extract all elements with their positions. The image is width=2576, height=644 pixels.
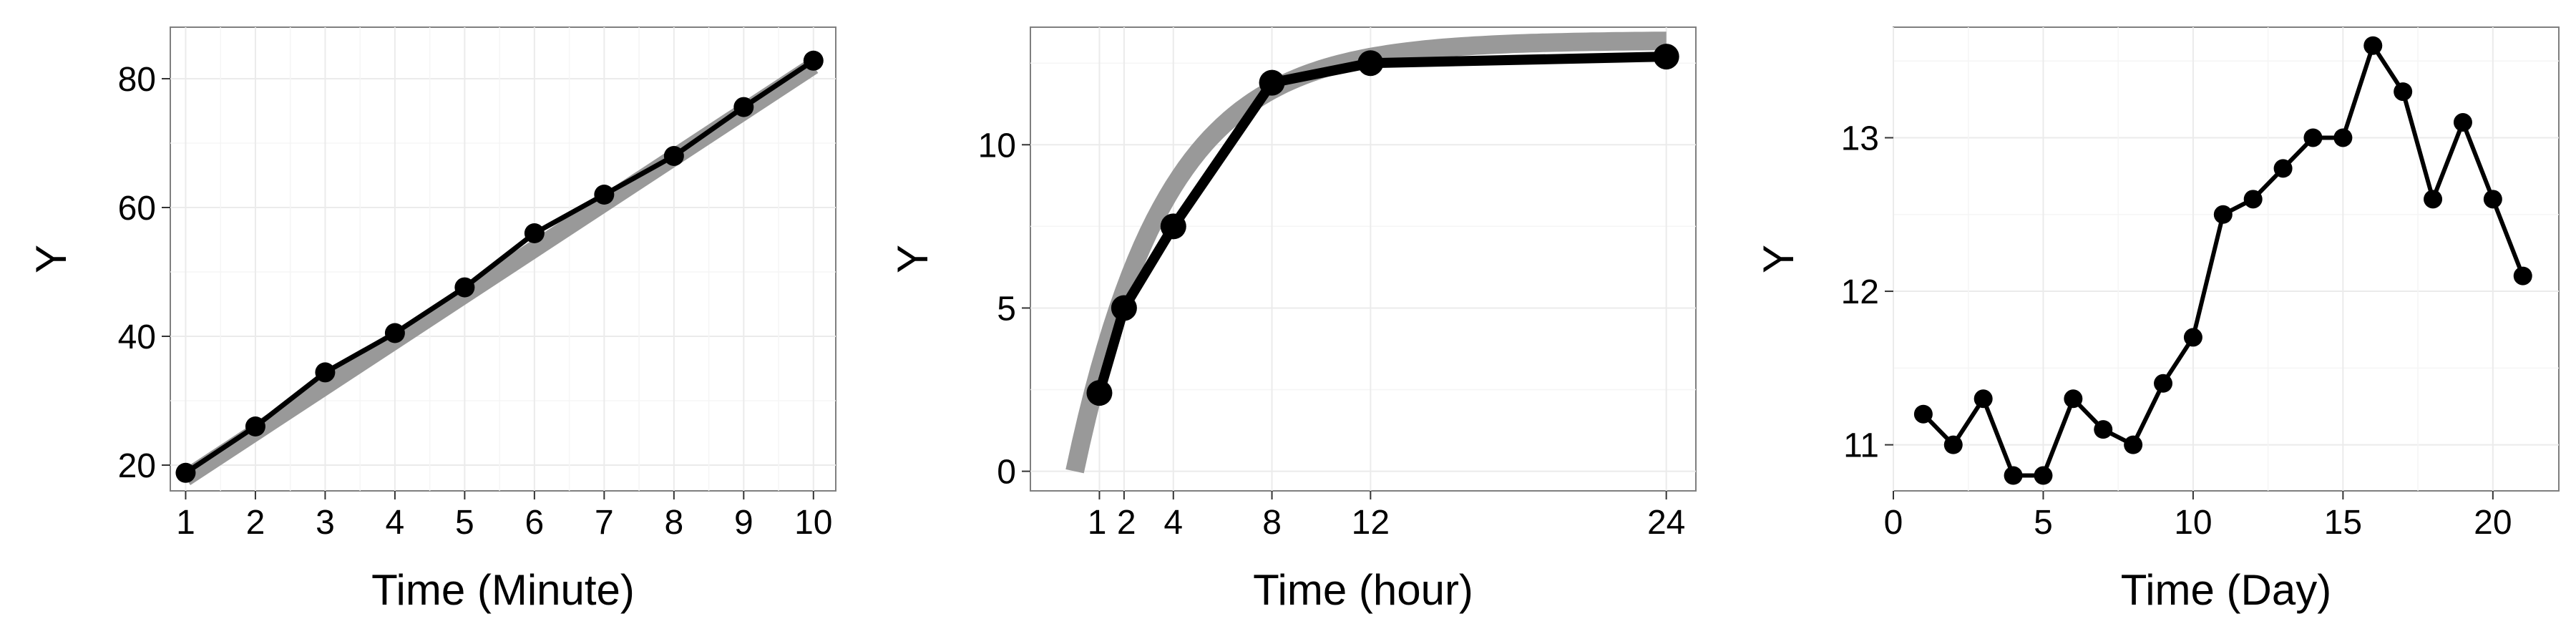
data-point	[733, 97, 754, 117]
x-tick-label: 2	[1117, 504, 1136, 542]
data-point	[245, 416, 265, 436]
data-point	[454, 277, 475, 298]
series-line	[182, 58, 816, 476]
x-tick-label: 8	[664, 504, 683, 542]
data-point	[1943, 435, 1963, 454]
series-line	[1094, 52, 1672, 399]
series-line-hour	[1094, 52, 1672, 399]
x-ticks-minute: 1 2 3 4 5 6 7 8 9 10	[176, 491, 833, 542]
x-axis-label-hour: Time (hour)	[1253, 566, 1473, 614]
x-tick-label: 3	[316, 504, 335, 542]
y-ticks-day: 11 12 13	[1841, 119, 1893, 465]
data-points-day	[1913, 36, 2532, 485]
data-point	[2394, 82, 2413, 102]
data-point	[2094, 420, 2113, 439]
y-axis-label-day: Y	[1755, 245, 1802, 273]
data-point	[2243, 190, 2263, 209]
gridlines-hour	[1030, 27, 1696, 491]
y-tick-label: 20	[118, 447, 156, 485]
x-ticks-hour: 1 2 4 8 12 24	[1088, 491, 1685, 542]
y-axis-label-minute: Y	[27, 245, 75, 273]
data-point	[2333, 128, 2353, 147]
x-tick-label: 10	[2174, 504, 2212, 542]
data-point	[1086, 380, 1113, 406]
data-point	[2363, 36, 2383, 55]
gridlines-minute	[170, 27, 836, 491]
x-tick-label: 6	[525, 504, 545, 542]
chart-panel-day: 0 5 10 15 20 11 12 13 Time (Day) Y	[1755, 26, 2560, 614]
data-point	[1357, 50, 1384, 77]
data-point	[803, 50, 824, 71]
x-tick-label: 1	[176, 504, 195, 542]
x-tick-label: 5	[455, 504, 474, 542]
data-point	[1974, 389, 1993, 409]
data-point	[2303, 128, 2323, 147]
y-ticks-hour: 0 5 10	[978, 127, 1030, 492]
y-tick-label: 13	[1841, 119, 1879, 157]
y-tick-label: 12	[1841, 273, 1879, 311]
data-point	[2183, 328, 2202, 347]
data-point	[1913, 404, 1933, 424]
y-tick-label: 5	[997, 290, 1016, 328]
chart-panel-minute: 1 2 3 4 5 6 7 8 9 10 20 40 60 80 Time (Minute) Y	[27, 26, 836, 614]
x-tick-label: 5	[2034, 504, 2053, 542]
y-tick-label: 11	[1843, 427, 1879, 465]
data-point	[384, 323, 405, 343]
y-axis-label-hour: Y	[889, 245, 937, 273]
x-tick-label: 7	[595, 504, 614, 542]
x-tick-label: 2	[246, 504, 265, 542]
y-ticks-minute: 20 40 60 80	[118, 61, 170, 485]
y-tick-label: 60	[118, 190, 156, 228]
data-point	[1111, 295, 1137, 321]
data-point	[2124, 435, 2143, 454]
x-ticks-day: 0 5 10 15 20	[1884, 491, 2512, 542]
data-points-minute	[175, 50, 824, 483]
data-point	[2154, 374, 2173, 393]
data-point	[2034, 466, 2053, 485]
data-point	[2064, 389, 2083, 409]
x-tick-label: 20	[2474, 504, 2512, 542]
data-point	[2004, 466, 2023, 485]
data-point	[2513, 266, 2532, 286]
data-point	[315, 362, 336, 383]
x-tick-label: 4	[386, 504, 405, 542]
data-point	[524, 223, 545, 243]
x-tick-label: 24	[1647, 504, 1685, 542]
series-line-minute	[182, 58, 816, 476]
data-point	[2453, 113, 2472, 132]
x-axis-label-day: Time (Day)	[2121, 566, 2331, 614]
data-point	[1259, 69, 1285, 96]
y-tick-label: 40	[118, 318, 156, 356]
x-axis-label-minute: Time (Minute)	[371, 566, 635, 614]
data-point	[175, 462, 196, 483]
x-tick-label: 1	[1088, 504, 1107, 542]
x-tick-label: 8	[1262, 504, 1282, 542]
data-point	[2424, 190, 2443, 209]
y-tick-label: 0	[997, 454, 1016, 492]
data-point	[1653, 44, 1679, 70]
x-tick-label: 15	[2324, 504, 2362, 542]
data-point	[2273, 159, 2293, 178]
data-points-hour	[1086, 44, 1679, 406]
y-tick-label: 80	[118, 61, 156, 99]
x-tick-label: 0	[1884, 504, 1903, 542]
x-tick-label: 12	[1352, 504, 1390, 542]
y-tick-label: 10	[978, 127, 1016, 165]
plot-area-day	[1893, 26, 2560, 492]
data-point	[2213, 205, 2233, 224]
x-tick-label: 9	[734, 504, 753, 542]
data-point	[2483, 190, 2502, 209]
data-point	[1160, 213, 1186, 240]
x-tick-label: 10	[794, 504, 832, 542]
data-point	[594, 185, 615, 205]
x-tick-label: 4	[1163, 504, 1183, 542]
data-point	[663, 146, 684, 166]
